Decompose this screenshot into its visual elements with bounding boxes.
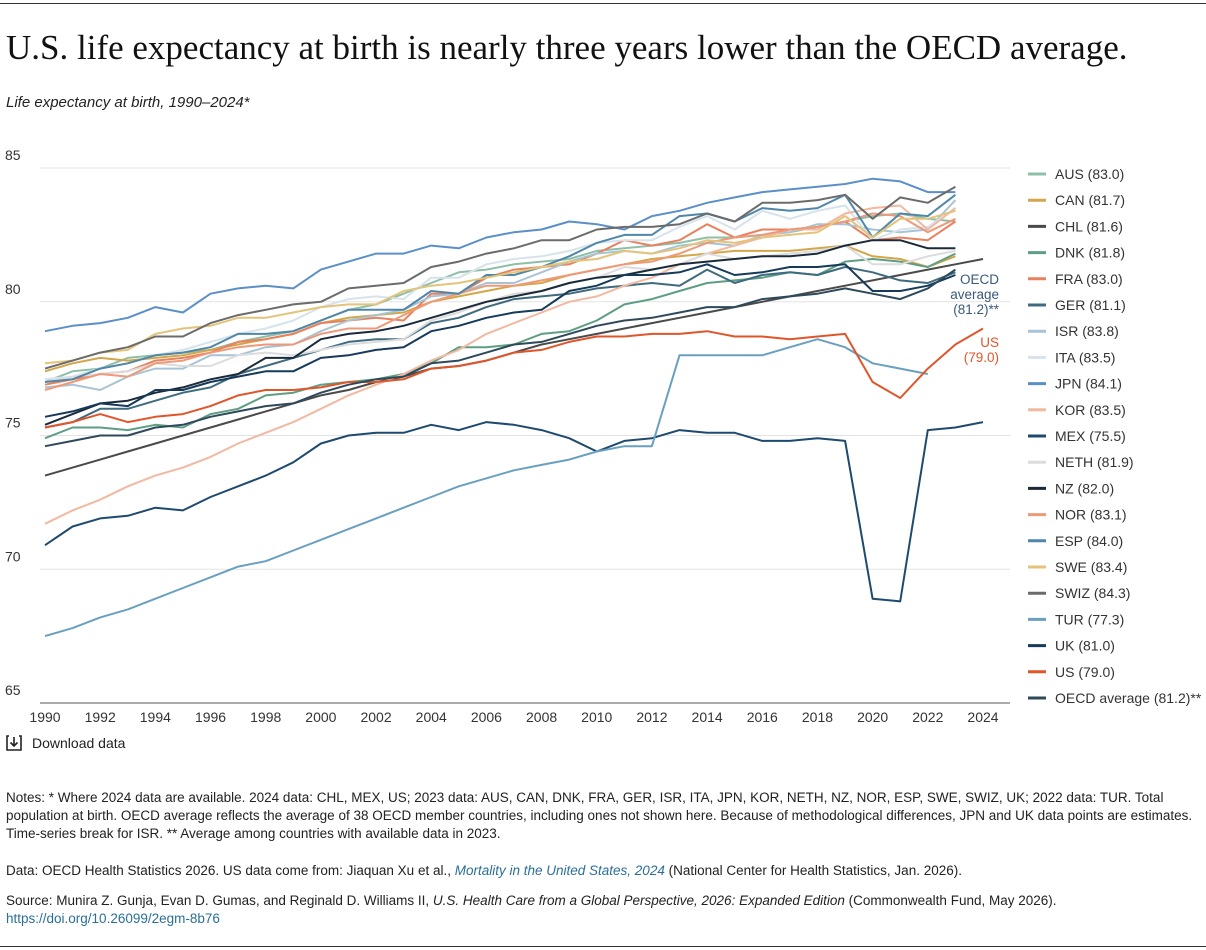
x-tick-label: 1994 — [140, 709, 171, 725]
x-tick-label: 2000 — [305, 709, 336, 725]
annotation: OECD — [960, 272, 999, 287]
x-tick-label: 2008 — [526, 709, 557, 725]
annotation: US — [980, 335, 999, 350]
x-tick-label: 2004 — [416, 709, 447, 725]
series-line — [44, 244, 956, 373]
data-line: Data: OECD Health Statistics 2026. US da… — [6, 862, 1200, 880]
legend-label: NETH (81.9) — [1055, 454, 1134, 470]
annotation: average — [950, 287, 999, 302]
legend-label: FRA (83.0) — [1055, 271, 1123, 287]
legend-label: KOR (83.5) — [1055, 402, 1126, 418]
x-tick-label: 1992 — [85, 709, 116, 725]
legend-label: JPN (84.1) — [1055, 376, 1122, 392]
series-line — [44, 421, 984, 603]
legend-label: MEX (75.5) — [1055, 428, 1126, 444]
legend-label: UK (81.0) — [1055, 638, 1115, 654]
download-label: Download data — [32, 735, 126, 751]
x-tick-label: 1998 — [250, 709, 281, 725]
source-text: Source: Munira Z. Gunja, Evan D. Gumas, … — [6, 893, 433, 908]
x-tick-label: 2012 — [636, 709, 667, 725]
series-line — [44, 268, 956, 448]
series-line — [44, 185, 956, 370]
notes: Notes: * Where 2024 data are available. … — [6, 790, 1193, 841]
x-tick-label: 1996 — [195, 709, 226, 725]
x-tick-label: 2010 — [581, 709, 612, 725]
x-tick-label: 2020 — [857, 709, 888, 725]
legend-label: CHL (81.6) — [1055, 218, 1123, 234]
legend-label: DNK (81.8) — [1055, 245, 1125, 261]
data-text: (National Center for Health Statistics, … — [664, 863, 962, 878]
source-url[interactable]: https://doi.org/10.26099/2egm-8b76 — [6, 911, 220, 926]
series-line — [44, 263, 956, 418]
series-line — [44, 209, 956, 365]
x-tick-label: 2016 — [747, 709, 778, 725]
series-line — [44, 204, 957, 525]
series-line — [44, 266, 956, 429]
annotation: (81.2)** — [953, 302, 1000, 317]
legend-label: OECD average (81.2)** — [1055, 690, 1202, 706]
legend-label: CAN (81.7) — [1055, 192, 1125, 208]
legend-label: ITA (83.5) — [1055, 349, 1115, 365]
series-line — [44, 327, 984, 429]
chart-title: U.S. life expectancy at birth is nearly … — [6, 28, 1128, 67]
data-link[interactable]: Mortality in the United States, 2024 — [454, 863, 665, 878]
data-text: Data: OECD Health Statistics 2026. US da… — [6, 863, 455, 878]
legend-label: NZ (82.0) — [1055, 480, 1114, 496]
legend-label: SWE (83.4) — [1055, 559, 1127, 575]
legend-label: US (79.0) — [1055, 664, 1115, 680]
x-tick-label: 2022 — [912, 709, 943, 725]
series-line — [44, 252, 956, 440]
source-text: (Commonwealth Fund, May 2026). — [844, 893, 1057, 908]
legend-label: GER (81.1) — [1055, 297, 1126, 313]
legend-label: ISR (83.8) — [1055, 323, 1119, 339]
annotation: (79.0) — [964, 350, 999, 365]
y-tick-label: 80 — [5, 281, 21, 297]
series-line — [44, 244, 956, 383]
series-line — [44, 338, 928, 638]
legend-label: TUR (77.3) — [1055, 611, 1124, 627]
source-title: U.S. Health Care from a Global Perspecti… — [432, 893, 845, 908]
x-tick-label: 1990 — [29, 709, 60, 725]
x-tick-label: 2014 — [692, 709, 723, 725]
x-tick-label: 2002 — [360, 709, 391, 725]
top-rule — [0, 3, 1206, 4]
x-tick-label: 2024 — [967, 709, 998, 725]
chart: 65 70 75 80 85 1990 1992 1994 1996 1998 2000 2002 20… — [5, 147, 1202, 725]
y-tick-label: 70 — [5, 548, 21, 564]
series-line — [44, 177, 956, 333]
x-tick-label: 2018 — [802, 709, 833, 725]
chart-subtitle: Life expectancy at birth, 1990–2024* — [6, 94, 250, 111]
legend-label: NOR (83.1) — [1055, 507, 1127, 523]
download-button[interactable]: Download data — [6, 735, 125, 751]
series-line — [44, 204, 956, 381]
legend-label: AUS (83.0) — [1055, 166, 1124, 182]
bottom-rule — [0, 946, 1206, 947]
y-tick-label: 75 — [5, 415, 21, 431]
series-line — [44, 239, 956, 426]
series-line — [44, 212, 956, 391]
y-tick-label: 65 — [5, 682, 21, 698]
download-icon — [6, 735, 22, 751]
source-line: Source: Munira Z. Gunja, Evan D. Gumas, … — [6, 892, 1200, 928]
legend-label: ESP (84.0) — [1055, 533, 1123, 549]
legend-label: SWIZ (84.3) — [1055, 585, 1130, 601]
y-tick-label: 85 — [5, 147, 21, 163]
x-tick-label: 2006 — [471, 709, 502, 725]
